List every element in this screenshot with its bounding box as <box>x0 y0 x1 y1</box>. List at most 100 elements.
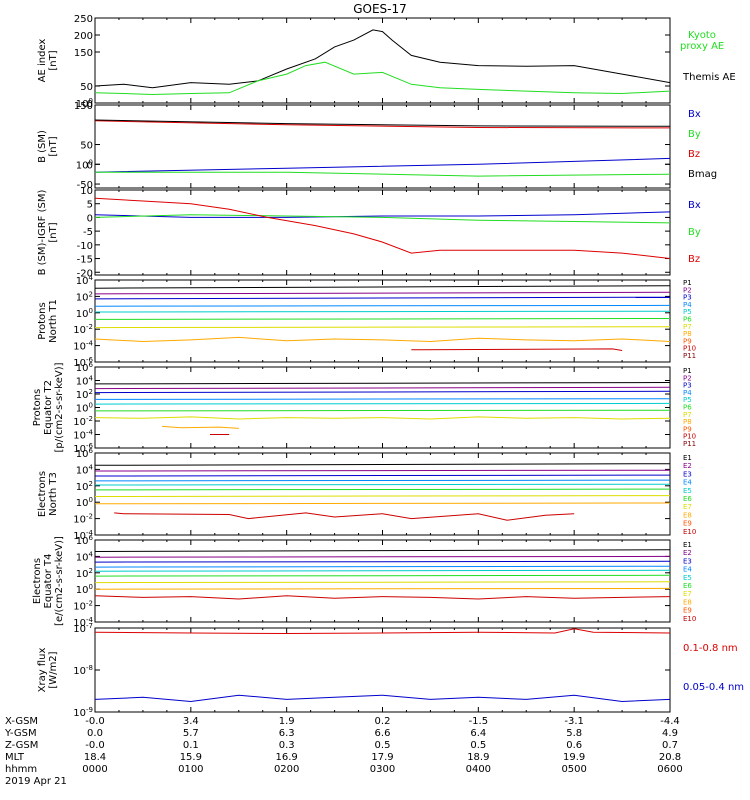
legend-label: P7 <box>683 411 692 419</box>
legend-label: E10 <box>683 528 696 536</box>
y-tick-label: 10-2 <box>73 600 93 613</box>
y-tick-label: 10 <box>80 186 93 197</box>
footer-value: 0200 <box>274 764 299 775</box>
legend-label: P2 <box>683 374 692 382</box>
footer-value: 0.1 <box>183 740 199 751</box>
legend-label: E9 <box>683 520 692 528</box>
y-tick-label: 250 <box>74 14 93 25</box>
legend-bsm: Bx By Bz Bmag <box>688 109 717 180</box>
series-line-bx <box>95 157 670 173</box>
series-line-e6 <box>95 488 670 491</box>
legend-label: P6 <box>683 316 692 324</box>
footer-row-label: MLT <box>5 752 25 763</box>
legend-label: E2 <box>683 462 692 470</box>
y-tick-label: -50 <box>77 180 93 191</box>
y-axis-label: [nT] <box>48 50 59 70</box>
panel-frame <box>94 539 671 623</box>
footer-row-label: hhmm <box>5 764 37 775</box>
y-tick-label: 106 <box>76 447 94 460</box>
legend-label: E1 <box>683 541 692 549</box>
series-line-p5 <box>95 310 670 313</box>
footer-value: 0600 <box>657 764 682 775</box>
y-tick-label: 100 <box>76 158 93 171</box>
legend-label: P3 <box>683 294 692 302</box>
legend-label: P8 <box>683 418 692 426</box>
footer-value: 0.6 <box>566 740 582 751</box>
footer-value: -0.0 <box>85 740 105 751</box>
y-tick-label: 10-6 <box>73 356 93 369</box>
legend-label: E3 <box>683 557 692 565</box>
y-axis-label: [p/(cm2-s-sr-keV)] <box>54 362 65 452</box>
footer-value: 0.5 <box>375 740 391 751</box>
y-tick-label: 10-4 <box>73 429 93 442</box>
footer-value: 15.9 <box>180 752 202 763</box>
y-axis-label: Equator T4 <box>43 554 54 609</box>
legend-label: Kyoto <box>688 30 716 41</box>
legend-label: E8 <box>683 511 692 519</box>
legend-label: P11 <box>683 440 696 448</box>
footer-value: 20.8 <box>659 752 681 763</box>
series-line-bmag <box>95 119 670 127</box>
legend-xray: 0.1-0.8 nm 0.05-0.4 nm <box>683 643 744 693</box>
series-line-e5 <box>95 569 670 572</box>
legend-label: Bz <box>688 149 700 160</box>
legend-label: E6 <box>683 495 692 503</box>
series-line-p2 <box>95 386 670 390</box>
series-line-kyoto-proxy-ae <box>95 61 670 96</box>
legend-label: P9 <box>683 337 692 345</box>
legend-label: By <box>688 129 701 140</box>
series-line-p7 <box>95 416 670 420</box>
legend-label: Bx <box>688 200 701 211</box>
series-line-e3 <box>95 474 670 477</box>
y-tick-label: 0 <box>87 213 93 224</box>
series-line-e10 <box>114 512 575 521</box>
series-line-e2 <box>95 469 670 472</box>
footer-value: 0500 <box>561 764 586 775</box>
y-tick-label: -15 <box>77 255 93 266</box>
y-tick-label: 150 <box>74 48 93 59</box>
footer-value: 0.2 <box>375 716 391 727</box>
y-axis-label: Protons <box>37 302 48 339</box>
y-tick-label: -20 <box>77 268 93 279</box>
y-axis-label: North T1 <box>48 299 59 343</box>
y-tick-label: 102 <box>76 480 93 493</box>
legend-label: Bmag <box>688 169 717 180</box>
legend-label: E6 <box>683 582 692 590</box>
footer-value: 1.9 <box>279 716 295 727</box>
footer-value: 4.9 <box>662 728 678 739</box>
series-line-e2 <box>95 555 670 558</box>
series-line-p6 <box>95 318 670 320</box>
y-tick-label: 10-9 <box>73 706 93 719</box>
legend-label: E5 <box>683 487 692 495</box>
legend-label: E4 <box>683 479 692 487</box>
series-line-bz <box>95 120 670 129</box>
y-tick-label: 104 <box>76 463 94 476</box>
footer-row-label: Z-GSM <box>5 740 38 751</box>
y-axis-label: North T3 <box>48 472 59 516</box>
legend-label: P10 <box>683 433 696 441</box>
legend-label: 0.1-0.8 nm <box>683 643 738 654</box>
y-axis-label: [nT] <box>48 222 59 242</box>
series-line-by <box>95 214 670 224</box>
footer-value: 5.7 <box>183 728 199 739</box>
y-tick-label: 50 <box>80 141 93 152</box>
legend-label: P5 <box>683 396 692 404</box>
y-tick-label: 100 <box>76 97 93 110</box>
y-tick-label: 50 <box>80 82 93 93</box>
footer-value: 0.0 <box>87 728 103 739</box>
legend-label: P7 <box>683 323 692 331</box>
footer-value: 5.8 <box>566 728 582 739</box>
legend-label: By <box>688 227 701 238</box>
footer-value: 0.5 <box>470 740 486 751</box>
legend-label: E5 <box>683 574 692 582</box>
footer-value: 0100 <box>178 764 203 775</box>
legend-label: E7 <box>683 590 692 598</box>
footer-value: -1.5 <box>469 716 489 727</box>
footer-value: 18.4 <box>84 752 106 763</box>
legend-label: P3 <box>683 382 692 390</box>
series-line-0-05-0-4-nm <box>95 694 670 703</box>
y-tick-label: 102 <box>76 388 93 401</box>
series-line-bx <box>95 211 670 218</box>
